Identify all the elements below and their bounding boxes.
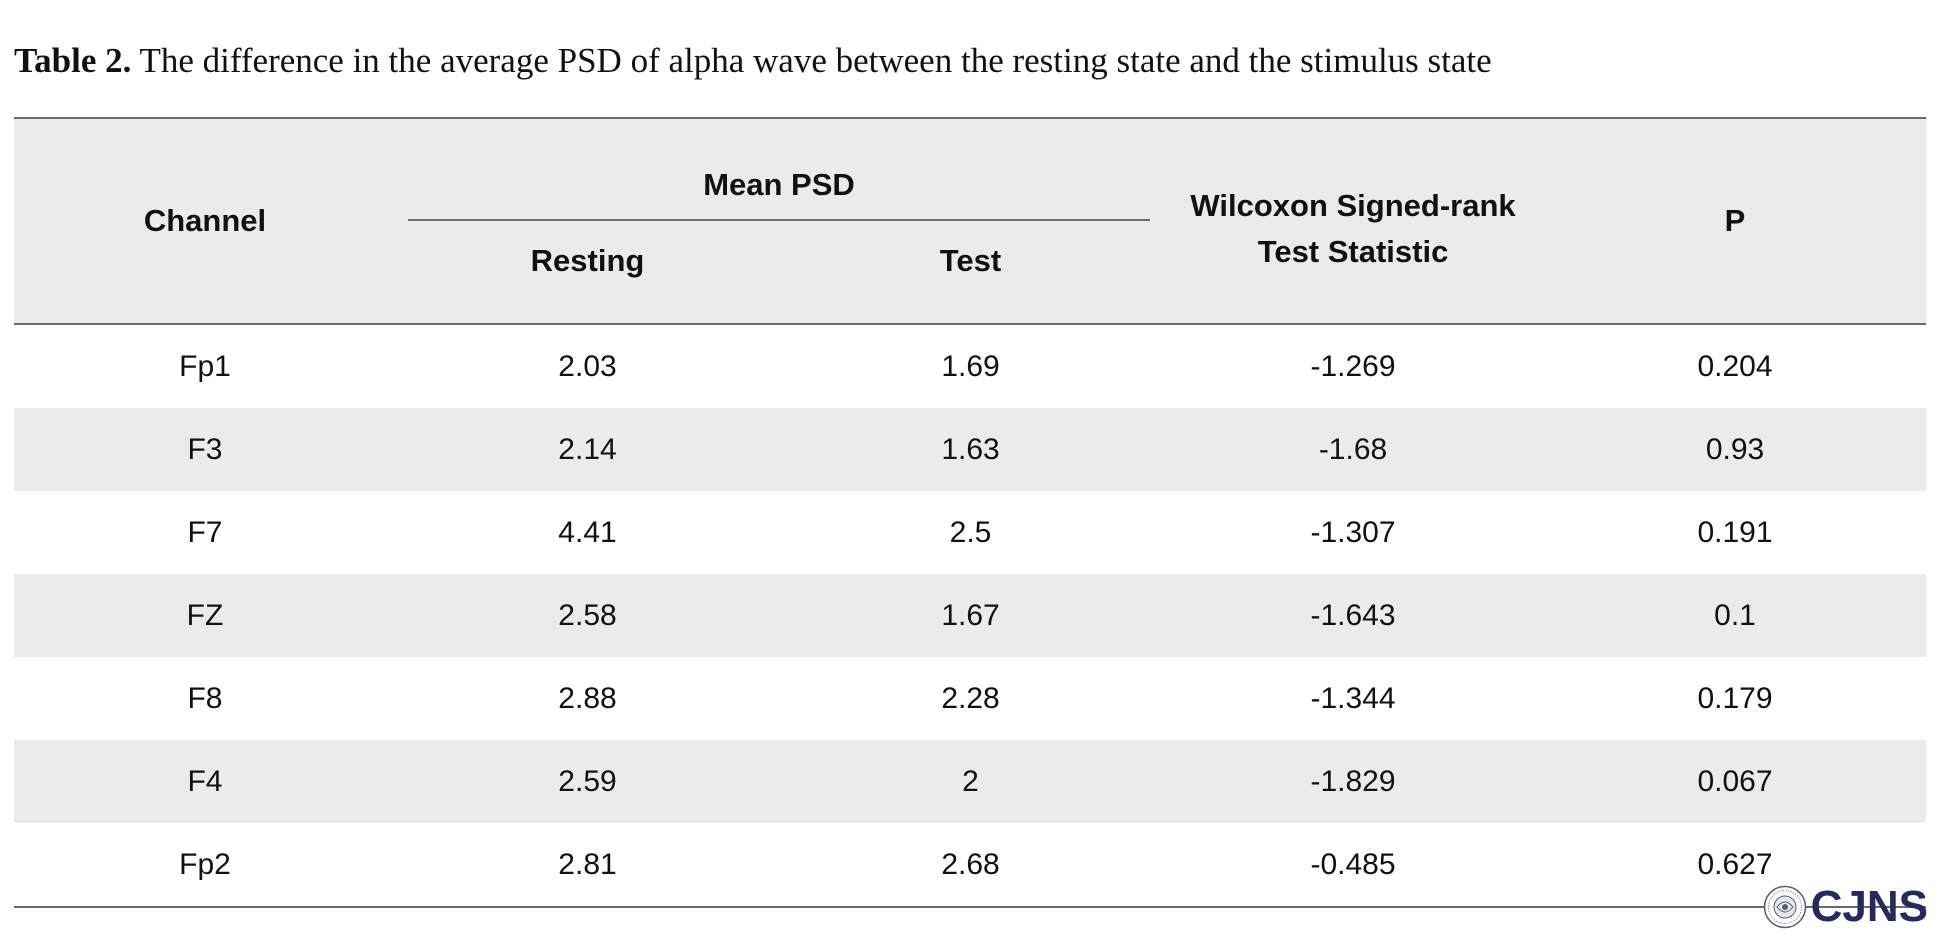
cell-resting: 2.14 xyxy=(396,408,779,491)
header-wilcoxon-line2: Test Statistic xyxy=(1257,234,1449,269)
header-mean-psd: Mean PSD xyxy=(396,118,1163,221)
table-container: Channel Mean PSD Wilcoxon Signed-rank Te… xyxy=(14,117,1927,908)
cell-resting: 2.03 xyxy=(558,349,617,383)
journal-logo: CJNS xyxy=(1763,880,1928,934)
cell-resting: 2.59 xyxy=(396,740,779,823)
cell-channel: F3 xyxy=(14,408,396,491)
cell-wilcoxon: -1.643 xyxy=(1162,574,1545,657)
cell-channel: F4 xyxy=(14,740,396,823)
table-caption: Table 2. The difference in the average P… xyxy=(14,38,1492,84)
table-body: Fp1 2.03 1.69 -1.269 0.204 F3 2.14 1.63 … xyxy=(14,324,1927,908)
header-wilcoxon-line1: Wilcoxon Signed-rank xyxy=(1190,188,1516,223)
cell-test: 1.67 xyxy=(779,574,1163,657)
cell-wilcoxon: -0.485 xyxy=(1162,823,1545,908)
header-resting: Resting xyxy=(396,221,779,324)
cell-p: 0.627 xyxy=(1544,823,1927,908)
cell-resting: 2.58 xyxy=(396,574,779,657)
header-channel: Channel xyxy=(14,118,396,324)
table-row: F8 2.88 2.28 -1.344 0.179 xyxy=(14,657,1926,740)
header-p: P xyxy=(1544,118,1927,324)
cell-test: 1.69 xyxy=(941,349,1000,383)
table-row: Fp1 2.03 1.69 -1.269 0.204 xyxy=(14,324,1926,408)
cell-channel: Fp1 xyxy=(179,349,231,383)
cell-test: 2.68 xyxy=(779,823,1163,908)
cell-wilcoxon: -1.307 xyxy=(1310,515,1396,549)
table-row: Fp2 2.81 2.68 -0.485 0.627 xyxy=(14,823,1927,908)
cell-test: 2.28 xyxy=(941,681,1000,715)
journal-seal-icon xyxy=(1763,885,1806,929)
cell-p: 0.1 xyxy=(1544,574,1927,657)
cell-resting: 2.81 xyxy=(396,823,779,908)
cell-p: 0.191 xyxy=(1697,515,1773,549)
table-row: F3 2.14 1.63 -1.68 0.93 xyxy=(14,408,1927,491)
header-wilcoxon: Wilcoxon Signed-rank Test Statistic xyxy=(1162,118,1545,324)
psd-table: Channel Mean PSD Wilcoxon Signed-rank Te… xyxy=(14,117,1927,908)
table-row: F7 4.41 2.5 -1.307 0.191 xyxy=(14,491,1926,574)
cell-channel: F8 xyxy=(187,681,223,715)
cell-p: 0.204 xyxy=(1697,349,1773,383)
cell-p: 0.179 xyxy=(1697,681,1773,715)
cell-p: 0.93 xyxy=(1544,408,1927,491)
header-test: Test xyxy=(779,221,1163,324)
cell-test: 1.63 xyxy=(779,408,1163,491)
cell-channel: Fp2 xyxy=(14,823,396,908)
cell-wilcoxon: -1.269 xyxy=(1310,349,1396,383)
table-caption-text: The difference in the average PSD of alp… xyxy=(131,41,1492,80)
journal-logo-text: CJNS xyxy=(1810,882,1928,931)
cell-wilcoxon: -1.829 xyxy=(1162,740,1545,823)
cell-channel: FZ xyxy=(14,574,396,657)
cell-wilcoxon: -1.68 xyxy=(1162,408,1545,491)
cell-resting: 2.88 xyxy=(558,681,617,715)
table-caption-label: Table 2. xyxy=(14,41,132,80)
table-row: FZ 2.58 1.67 -1.643 0.1 xyxy=(14,574,1927,657)
cell-test: 2 xyxy=(779,740,1163,823)
cell-wilcoxon: -1.344 xyxy=(1310,681,1396,715)
cell-resting: 4.41 xyxy=(558,515,617,549)
cell-channel: F7 xyxy=(187,515,223,549)
table-header: Channel Mean PSD Wilcoxon Signed-rank Te… xyxy=(14,118,1927,324)
cell-test: 2.5 xyxy=(949,515,992,549)
table-row: F4 2.59 2 -1.829 0.067 xyxy=(14,740,1927,823)
cell-p: 0.067 xyxy=(1544,740,1927,823)
